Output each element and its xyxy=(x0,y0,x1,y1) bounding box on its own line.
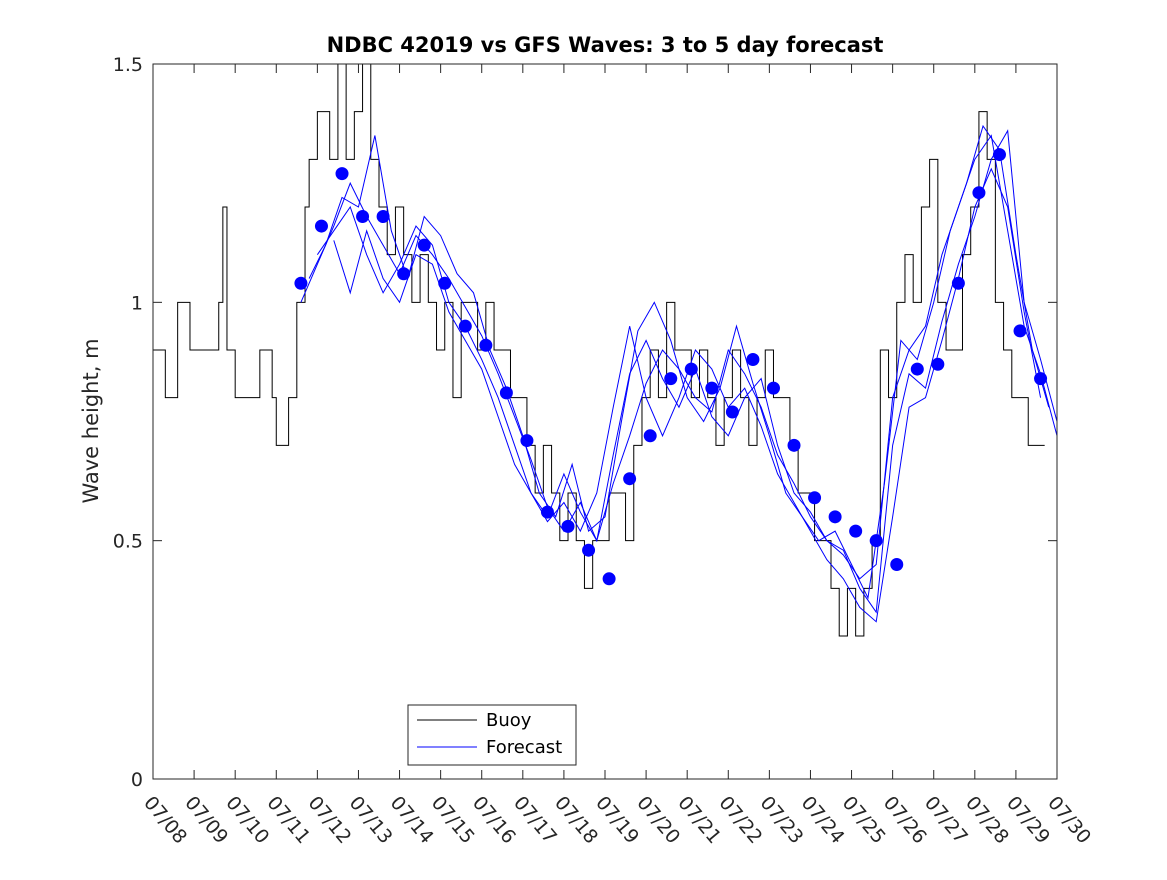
forecast-point xyxy=(458,319,472,333)
y-axis-label: Wave height, m xyxy=(79,338,103,503)
forecast-point xyxy=(951,276,965,290)
x-tick-label: 07/21 xyxy=(673,792,725,848)
forecast-point xyxy=(397,267,411,281)
forecast-point xyxy=(294,276,308,290)
forecast-point xyxy=(664,372,678,386)
legend-forecast-label: Forecast xyxy=(486,737,562,758)
x-tick-label: 07/27 xyxy=(920,792,972,848)
forecast-point xyxy=(335,167,349,181)
x-tick-label: 07/26 xyxy=(879,792,931,848)
chart-title: NDBC 42019 vs GFS Waves: 3 to 5 day fore… xyxy=(327,33,884,57)
forecast-point xyxy=(314,219,328,233)
x-tick-label: 07/14 xyxy=(386,792,438,848)
forecast-point xyxy=(725,405,739,419)
x-tick-label: 07/11 xyxy=(262,792,314,848)
x-tick-label: 07/08 xyxy=(139,792,191,848)
forecast-point xyxy=(602,572,616,586)
forecast-point xyxy=(890,558,904,571)
forecast-point xyxy=(705,381,719,395)
forecast-run-line xyxy=(308,124,1050,600)
forecast-run-line xyxy=(316,129,1058,614)
forecast-point xyxy=(684,362,698,376)
forecast-point xyxy=(787,438,801,452)
y-tick-label: 0 xyxy=(131,769,143,791)
forecast-point xyxy=(766,381,780,395)
forecast-point xyxy=(849,524,863,538)
forecast-point xyxy=(356,210,370,224)
forecast-point xyxy=(828,510,842,524)
x-tick-label: 07/29 xyxy=(1002,792,1054,848)
legend: Buoy Forecast xyxy=(407,704,577,766)
forecast-markers xyxy=(294,148,1048,586)
forecast-point xyxy=(910,362,924,376)
x-tick-label: 07/24 xyxy=(797,792,849,848)
x-tick-label: 07/28 xyxy=(961,792,1013,848)
x-tick-label: 07/30 xyxy=(1043,792,1095,848)
x-tick-label: 07/19 xyxy=(591,792,643,848)
x-tick-label: 07/09 xyxy=(180,792,232,848)
forecast-point xyxy=(623,472,637,486)
forecast-point xyxy=(746,353,760,367)
plot-background xyxy=(153,64,1057,779)
x-tick-label: 07/18 xyxy=(550,792,602,848)
forecast-point xyxy=(540,505,554,519)
forecast-point xyxy=(376,210,390,224)
forecast-point xyxy=(520,434,534,448)
buoy-series xyxy=(153,63,1045,637)
x-tick-label: 07/17 xyxy=(509,792,561,848)
x-tick-label: 07/20 xyxy=(632,792,684,848)
x-tick-label: 07/13 xyxy=(345,792,397,848)
forecast-point xyxy=(643,429,657,443)
y-tick-label: 0.5 xyxy=(113,531,143,553)
y-tick-label: 1 xyxy=(131,292,143,314)
legend-box xyxy=(407,704,577,766)
forecast-point xyxy=(1013,324,1027,338)
forecast-point xyxy=(417,238,431,252)
forecast-point xyxy=(1034,372,1048,386)
x-tick-label: 07/16 xyxy=(468,792,520,848)
x-tick-label: 07/25 xyxy=(838,792,890,848)
forecast-point xyxy=(561,519,575,533)
x-tick-label: 07/12 xyxy=(304,792,356,848)
forecast-point xyxy=(869,534,883,548)
y-axis-ticks: 0 0.5 1 1.5 xyxy=(113,54,1057,791)
forecast-point xyxy=(438,276,452,290)
forecast-point xyxy=(499,386,513,400)
legend-buoy-label: Buoy xyxy=(486,710,532,731)
x-tick-label: 07/23 xyxy=(756,792,808,848)
forecast-point xyxy=(992,148,1006,162)
forecast-point xyxy=(479,338,493,352)
buoy-line xyxy=(153,63,1045,637)
x-tick-label: 07/10 xyxy=(221,792,273,848)
y-tick-label: 1.5 xyxy=(113,54,143,76)
forecast-point xyxy=(972,186,986,200)
forecast-point xyxy=(808,491,822,505)
forecast-point xyxy=(931,357,945,371)
forecast-point xyxy=(582,543,596,557)
x-tick-label: 07/22 xyxy=(714,792,766,848)
x-tick-label: 07/15 xyxy=(427,792,479,848)
